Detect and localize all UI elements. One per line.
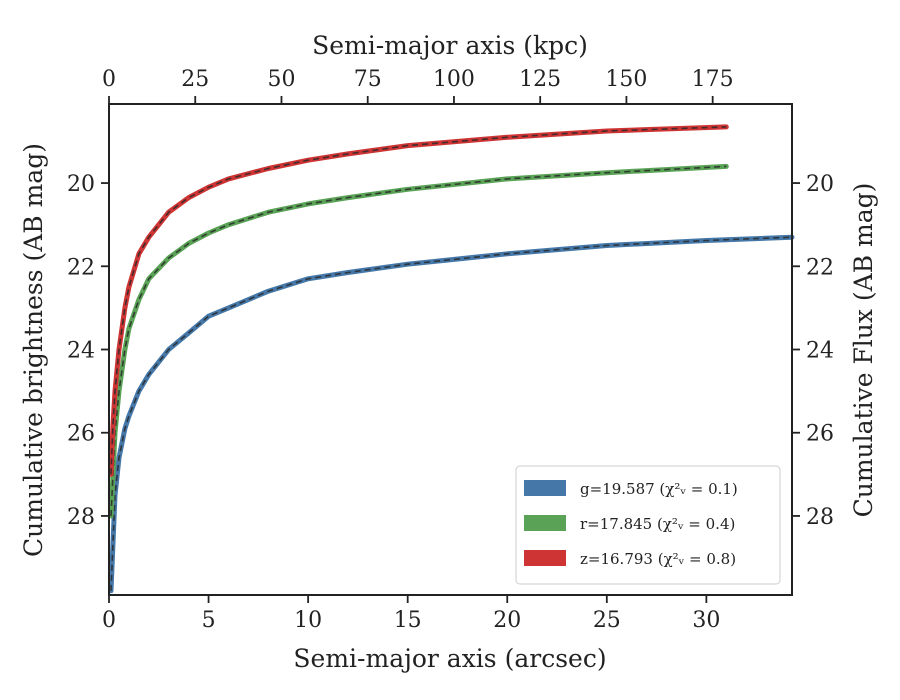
x-tick-label-6: 30	[692, 608, 720, 633]
legend-swatch-z	[524, 550, 566, 566]
y-tick-label-2: 24	[67, 339, 95, 364]
top-x-tick-label-0: 0	[102, 67, 116, 92]
right-y-tick-label-4: 28	[806, 505, 834, 530]
legend-label-r: r=17.845 (χ²ᵥ = 0.4)	[580, 515, 735, 533]
top-x-tick-label-4: 100	[433, 67, 475, 92]
series-z-line	[108, 124, 729, 477]
top-x-tick-label-1: 25	[181, 67, 209, 92]
legend-label-z: z=16.793 (χ²ᵥ = 0.8)	[580, 550, 736, 568]
legend-swatch-r	[524, 515, 566, 531]
series-z-model-dashed-line	[110, 126, 727, 475]
right-y-tick-label-3: 26	[806, 422, 834, 447]
right-y-tick-label-0: 20	[806, 172, 834, 197]
right-y-axis-title: Cumulative Flux (AB mag)	[849, 183, 878, 518]
top-x-tick-label-3: 75	[354, 67, 382, 92]
series-r-model-dashed-line	[110, 165, 727, 516]
top-x-tick-label-7: 175	[692, 67, 734, 92]
curve-layer	[108, 124, 795, 594]
y-tick-label-3: 26	[67, 422, 95, 447]
x-tick-label-5: 25	[593, 608, 621, 633]
series-r-line	[108, 163, 729, 519]
x-tick-label-1: 5	[202, 608, 216, 633]
legend: g=19.587 (χ²ᵥ = 0.1) r=17.845 (χ²ᵥ = 0.4)…	[515, 465, 781, 585]
y-tick-label-1: 22	[67, 255, 95, 280]
x-tick-label-0: 0	[102, 608, 116, 633]
axis-titles: Semi-major axis (arcsec) Semi-major axis…	[19, 31, 878, 673]
x-axis-title: Semi-major axis (arcsec)	[293, 644, 606, 673]
right-y-tick-label-2: 24	[806, 339, 834, 364]
series-g-model-dashed-line	[110, 236, 793, 591]
x-tick-label-3: 15	[394, 608, 422, 633]
top-x-tick-label-2: 50	[267, 67, 295, 92]
right-y-tick-label-1: 22	[806, 255, 834, 280]
x-tick-label-4: 20	[493, 608, 521, 633]
y-axis-title: Cumulative brightness (AB mag)	[19, 143, 48, 557]
y-tick-label-4: 28	[67, 505, 95, 530]
y-tick-label-0: 20	[67, 172, 95, 197]
top-x-tick-label-6: 150	[605, 67, 647, 92]
top-x-axis-title: Semi-major axis (kpc)	[312, 31, 588, 60]
legend-label-g: g=19.587 (χ²ᵥ = 0.1)	[580, 480, 738, 498]
legend-box	[515, 465, 781, 585]
x-tick-label-2: 10	[294, 608, 322, 633]
tick-layer: 0 5 10 15 20 25 30 0 25 50 75 100 125 150 175 20 22 24 26 2…	[67, 67, 834, 633]
legend-swatch-g	[524, 480, 566, 496]
top-x-tick-label-5: 125	[519, 67, 561, 92]
